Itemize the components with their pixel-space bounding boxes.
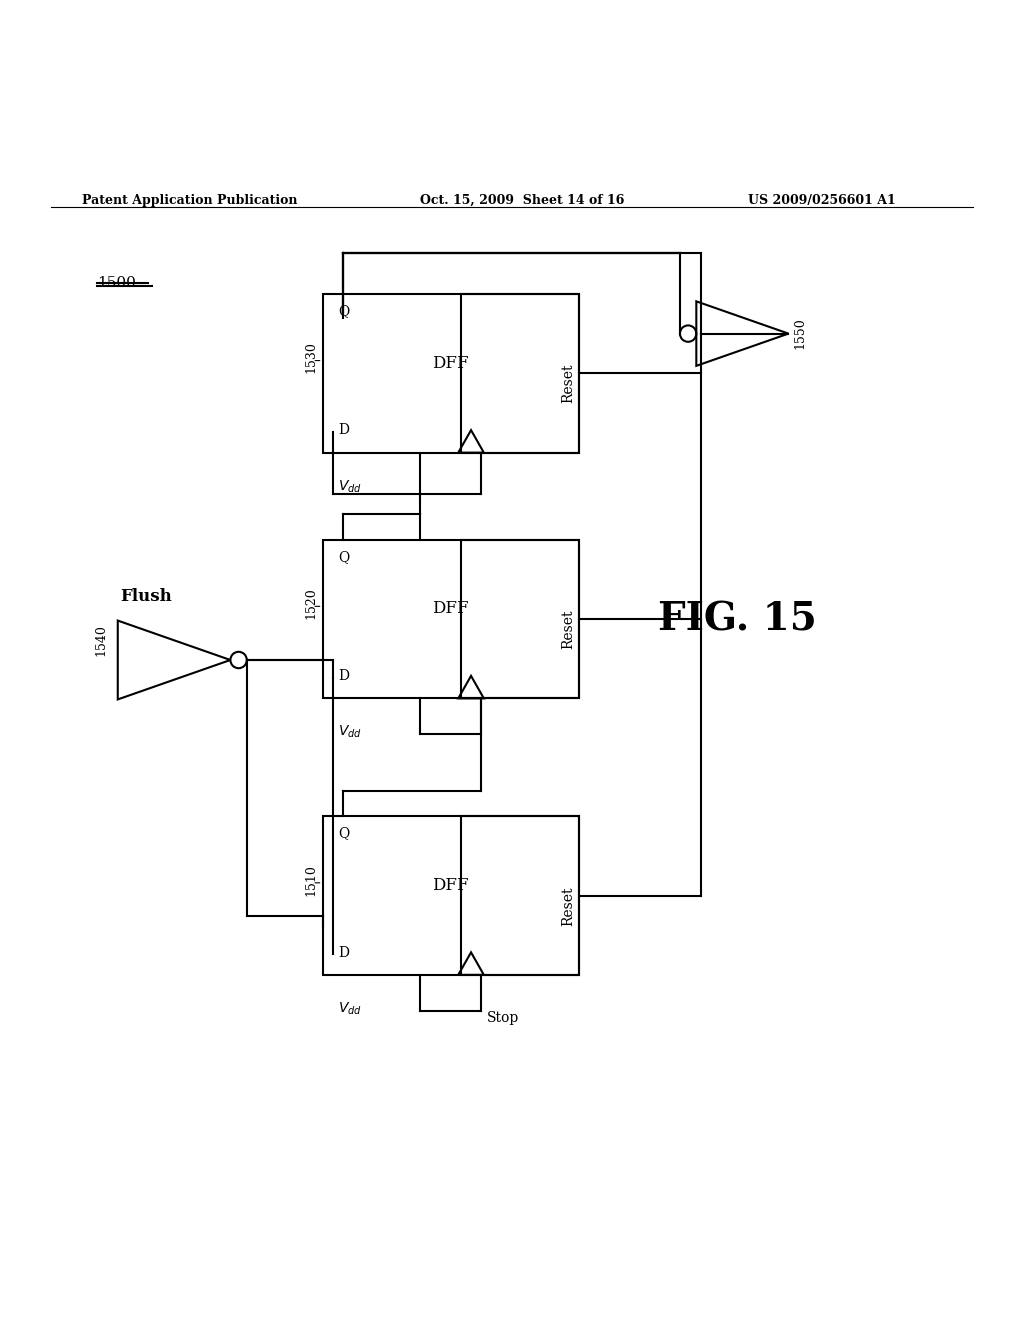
Text: 1500: 1500 <box>97 276 136 290</box>
Text: 1540: 1540 <box>94 624 108 656</box>
Text: DFF: DFF <box>432 876 469 894</box>
Text: 1510: 1510 <box>304 863 317 895</box>
Text: Patent Application Publication: Patent Application Publication <box>82 194 297 207</box>
Text: DFF: DFF <box>432 355 469 371</box>
Text: D: D <box>338 945 349 960</box>
Text: Oct. 15, 2009  Sheet 14 of 16: Oct. 15, 2009 Sheet 14 of 16 <box>420 194 625 207</box>
Text: FIG. 15: FIG. 15 <box>657 601 817 638</box>
Text: 1530: 1530 <box>304 342 317 374</box>
Text: Stop: Stop <box>486 1011 518 1024</box>
Text: D: D <box>338 424 349 437</box>
Text: D: D <box>338 669 349 682</box>
Text: Reset: Reset <box>561 364 575 404</box>
Text: Reset: Reset <box>561 886 575 925</box>
Text: US 2009/0256601 A1: US 2009/0256601 A1 <box>748 194 895 207</box>
Text: Reset: Reset <box>561 610 575 649</box>
Text: 1520: 1520 <box>304 587 317 619</box>
Text: Q: Q <box>338 550 349 564</box>
Text: 1550: 1550 <box>794 318 807 350</box>
Text: $V_{dd}$: $V_{dd}$ <box>338 723 361 741</box>
Text: $V_{dd}$: $V_{dd}$ <box>338 1001 361 1016</box>
Text: Q: Q <box>338 826 349 841</box>
Text: Q: Q <box>338 304 349 318</box>
Text: $V_{dd}$: $V_{dd}$ <box>338 478 361 495</box>
Text: Flush: Flush <box>120 589 172 605</box>
Text: DFF: DFF <box>432 601 469 618</box>
